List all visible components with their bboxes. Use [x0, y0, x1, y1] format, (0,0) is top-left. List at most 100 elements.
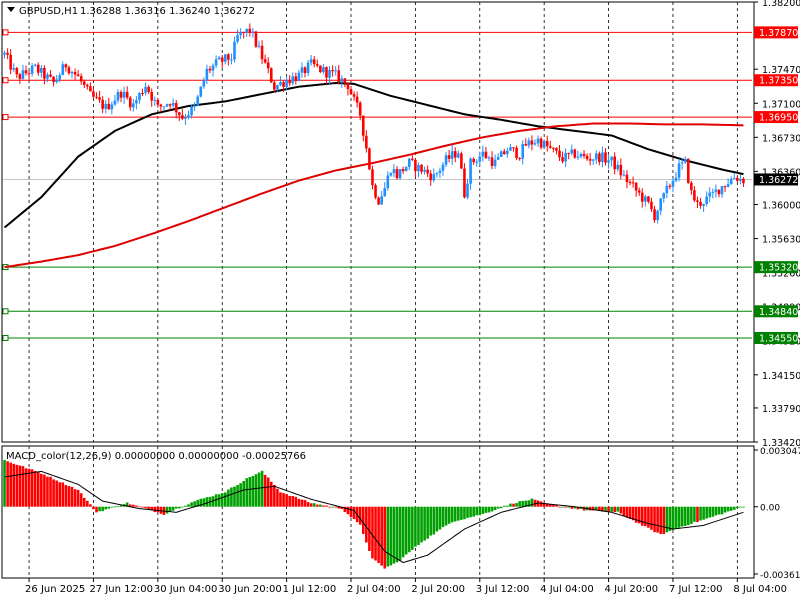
- candle-body: [181, 115, 184, 118]
- macd-bar: [95, 507, 98, 513]
- candle-body: [65, 64, 68, 67]
- candle-body: [485, 152, 488, 159]
- candle-body: [494, 160, 497, 166]
- candle-body: [114, 101, 117, 105]
- candle-body: [531, 140, 534, 144]
- candle-body: [448, 155, 451, 159]
- macd-bar: [147, 507, 150, 509]
- macd-bar: [383, 507, 386, 569]
- candle-body: [478, 156, 481, 161]
- candle-body: [727, 184, 730, 187]
- macd-bar: [206, 497, 209, 507]
- candle-body: [402, 169, 405, 171]
- macd-bar: [482, 507, 485, 514]
- macd-bar: [359, 507, 362, 525]
- candle-body: [589, 159, 592, 161]
- macd-bar: [478, 507, 481, 516]
- macd-bar: [362, 507, 365, 534]
- macd-bar: [74, 489, 77, 506]
- macd-bar: [540, 501, 543, 506]
- candle-body: [426, 170, 429, 174]
- candle-body: [98, 97, 101, 100]
- candle-body: [169, 104, 172, 105]
- macd-bar: [141, 507, 144, 508]
- macd-bar: [328, 507, 331, 508]
- macd-bar: [276, 489, 279, 507]
- macd-bar: [261, 471, 264, 507]
- macd-bar: [374, 507, 377, 561]
- candle-body: [469, 159, 472, 184]
- price-tick-label: 1.33790: [762, 404, 800, 415]
- candle-body: [408, 159, 411, 167]
- level-tag-label: 1.35320: [759, 263, 798, 274]
- macd-bar: [650, 507, 653, 530]
- level-handle[interactable]: [3, 115, 8, 120]
- candle-body: [451, 151, 454, 159]
- macd-bar: [552, 505, 555, 507]
- candle-body: [561, 157, 564, 161]
- macd-tick-label: -0.003614: [760, 571, 800, 581]
- candle-body: [273, 82, 276, 89]
- level-handle[interactable]: [3, 335, 8, 340]
- candle-body: [629, 182, 632, 183]
- candle-body: [644, 196, 647, 201]
- candle-body: [613, 157, 616, 170]
- candle-body: [310, 59, 313, 62]
- macd-bar: [485, 507, 488, 513]
- level-handle[interactable]: [3, 30, 8, 35]
- candle-body: [233, 42, 236, 60]
- candle-body: [34, 65, 37, 66]
- candle-body: [687, 159, 690, 183]
- candle-body: [420, 165, 423, 172]
- macd-bar: [203, 498, 206, 506]
- macd-bar: [690, 507, 693, 524]
- level-handle[interactable]: [3, 309, 8, 314]
- macd-bar: [653, 507, 656, 532]
- macd-bar: [386, 507, 389, 567]
- candle-body: [160, 105, 163, 107]
- candle-body: [699, 202, 702, 206]
- candle-body: [721, 186, 724, 194]
- candle-body: [497, 157, 500, 160]
- level-handle[interactable]: [3, 78, 8, 83]
- candle-body: [708, 193, 711, 197]
- macd-bar: [104, 507, 107, 510]
- macd-bar: [558, 507, 561, 508]
- macd-bar: [564, 507, 567, 508]
- candle-body: [672, 181, 675, 187]
- candle-body: [718, 190, 721, 195]
- candle-body: [325, 67, 328, 78]
- candle-body: [604, 152, 607, 162]
- macd-bar: [451, 507, 454, 523]
- candle-body: [150, 92, 153, 101]
- candle-body: [368, 148, 371, 169]
- candle-body: [653, 209, 656, 220]
- macd-bar: [647, 507, 650, 528]
- time-label: 7 Jul 12:00: [669, 584, 723, 595]
- candle-body: [626, 175, 629, 182]
- candle-body: [442, 165, 445, 171]
- candle-body: [224, 54, 227, 61]
- candle-body: [558, 151, 561, 157]
- macd-bar: [71, 487, 74, 507]
- macd-bar: [491, 507, 494, 512]
- candle-body: [132, 103, 135, 107]
- macd-bar: [107, 507, 110, 509]
- candle-body: [52, 77, 55, 82]
- candle-body: [457, 153, 460, 157]
- candle-body: [282, 82, 285, 87]
- time-label: 27 Jun 12:00: [89, 584, 153, 595]
- macd-bar: [715, 507, 718, 516]
- macd-bar: [101, 507, 104, 511]
- macd-bar: [518, 501, 521, 507]
- macd-indicator-label: MACD_color(12,26,9) 0.00000000 0.0000000…: [6, 451, 306, 462]
- macd-bar: [239, 483, 242, 506]
- candle-body: [512, 147, 515, 148]
- macd-bar: [705, 507, 708, 519]
- candle-body: [92, 91, 95, 96]
- price-tick-label: 1.36000: [762, 201, 800, 212]
- macd-bar: [331, 507, 334, 508]
- candle-body: [261, 46, 264, 59]
- candle-body: [543, 141, 546, 148]
